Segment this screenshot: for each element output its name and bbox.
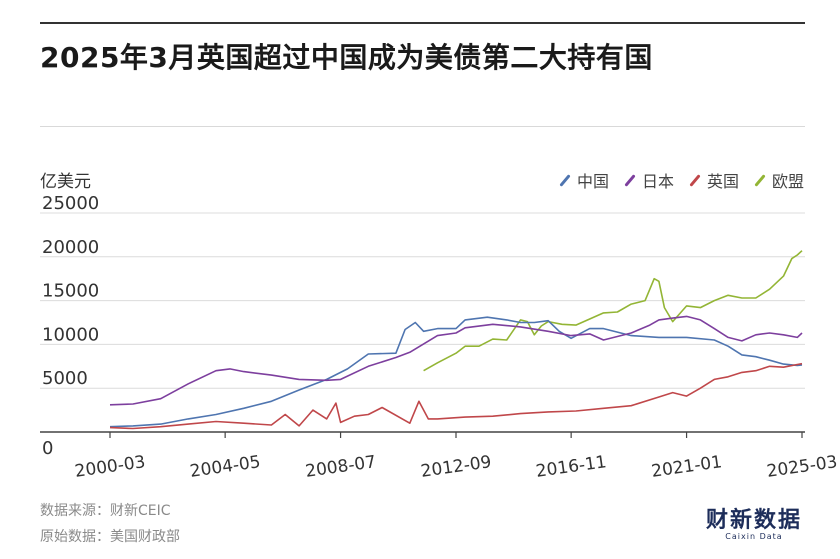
legend-item-英国: 英国 <box>688 168 739 192</box>
caixin-data-logo: 财新数据 Caixin Data <box>705 508 802 542</box>
x-tick-label-0: 2000-03 <box>74 452 147 482</box>
y-tick-label-25000: 25000 <box>42 193 99 214</box>
x-tick-label-6: 2025-03 <box>766 452 839 482</box>
y-tick-label-5000: 5000 <box>42 368 88 389</box>
legend: 中国 日本 英国 欧盟 <box>558 168 804 192</box>
y-tick-label-15000: 15000 <box>42 281 99 302</box>
legend-label-英国: 英国 <box>706 172 739 191</box>
y-tick-label-0: 0 <box>42 438 53 459</box>
top-rule <box>40 22 805 24</box>
x-tick-label-3: 2012-09 <box>420 452 493 482</box>
legend-item-日本: 日本 <box>623 168 674 192</box>
legend-item-中国: 中国 <box>558 168 609 192</box>
x-tick-label-1: 2004-05 <box>189 452 262 482</box>
series-line-英国 <box>109 362 803 430</box>
legend-label-欧盟: 欧盟 <box>771 172 804 191</box>
logo-sub-text: Caixin Data <box>725 532 783 541</box>
series-line-欧盟 <box>423 250 803 372</box>
y-tick-label-10000: 10000 <box>42 324 99 345</box>
x-tick-label-2: 2008-07 <box>304 452 377 482</box>
x-tick-label-4: 2016-11 <box>535 452 608 482</box>
legend-label-日本: 日本 <box>641 172 674 191</box>
logo-main-text: 财新数据 <box>705 508 802 533</box>
source-line-1: 数据来源：财新CEIC <box>40 503 171 519</box>
y-axis-unit-label: 亿美元 <box>40 172 91 192</box>
x-tick-label-5: 2021-01 <box>650 452 723 482</box>
chart-title: 2025年3月英国超过中国成为美债第二大持有国 <box>40 41 653 74</box>
y-tick-label-20000: 20000 <box>42 237 99 258</box>
legend-label-中国: 中国 <box>576 172 609 191</box>
series-line-日本 <box>109 315 803 406</box>
legend-item-欧盟: 欧盟 <box>753 168 804 192</box>
separator-rule <box>40 126 805 127</box>
series-line-中国 <box>109 316 803 428</box>
source-line-2: 原始数据：美国财政部 <box>40 529 180 545</box>
